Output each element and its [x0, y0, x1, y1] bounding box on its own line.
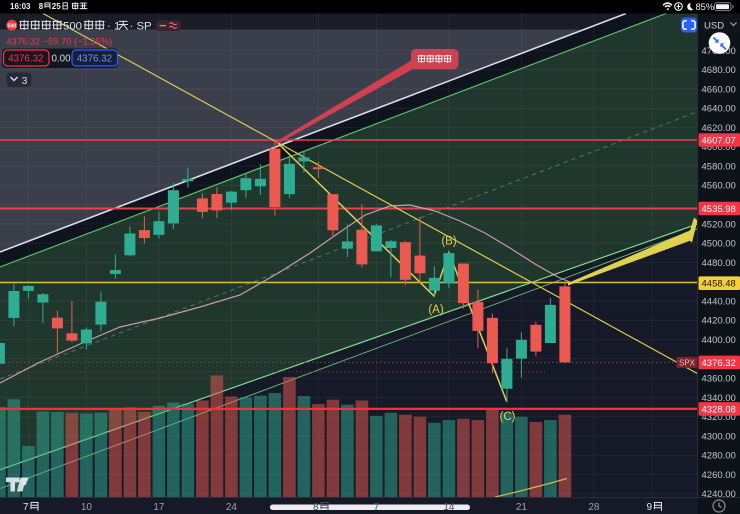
svg-text:4560.00: 4560.00: [702, 181, 736, 192]
svg-text:4400.00: 4400.00: [702, 335, 736, 346]
svg-text:4535.98: 4535.98: [702, 204, 736, 215]
svg-text:4376.32 −59.70 (−1.35%): 4376.32 −59.70 (−1.35%): [7, 36, 112, 46]
svg-text:8: 8: [39, 2, 44, 11]
svg-text:4376.32: 4376.32: [77, 54, 112, 65]
svg-text:16:03: 16:03: [10, 2, 31, 11]
svg-text:4607.07: 4607.07: [702, 135, 736, 146]
svg-text:25: 25: [52, 2, 61, 11]
svg-text:7: 7: [23, 502, 29, 513]
svg-text:24: 24: [226, 502, 238, 513]
svg-text:4600.00: 4600.00: [702, 142, 736, 153]
svg-text:0.00: 0.00: [51, 54, 71, 65]
svg-text:4520.00: 4520.00: [702, 219, 736, 230]
svg-text:4376.32: 4376.32: [8, 54, 43, 65]
svg-text:(A): (A): [428, 304, 444, 316]
svg-text:28: 28: [588, 502, 600, 513]
svg-text:4440.00: 4440.00: [702, 296, 736, 307]
svg-text:4376.32: 4376.32: [702, 358, 736, 369]
svg-text:(C): (C): [500, 411, 516, 423]
svg-text:4458.48: 4458.48: [702, 279, 736, 290]
svg-text:4500.00: 4500.00: [702, 239, 736, 250]
svg-text:4420.00: 4420.00: [702, 316, 736, 327]
svg-text:9: 9: [647, 502, 653, 513]
svg-text:85%: 85%: [696, 2, 715, 12]
svg-text:8: 8: [313, 502, 319, 513]
svg-text:SPX: SPX: [679, 358, 696, 367]
svg-text:4300.00: 4300.00: [702, 431, 736, 442]
svg-text:4660.00: 4660.00: [702, 84, 736, 95]
svg-text:4328.08: 4328.08: [702, 404, 736, 415]
svg-text:4360.00: 4360.00: [702, 374, 736, 385]
svg-text:4320.00: 4320.00: [702, 412, 736, 423]
svg-text:4260.00: 4260.00: [702, 470, 736, 481]
svg-text:4680.00: 4680.00: [702, 65, 736, 76]
svg-text:4580.00: 4580.00: [702, 162, 736, 173]
svg-text:4280.00: 4280.00: [702, 451, 736, 462]
svg-text:4620.00: 4620.00: [702, 123, 736, 134]
svg-text:· 1: · 1: [107, 20, 120, 32]
svg-text:14: 14: [443, 502, 455, 513]
svg-text:17: 17: [153, 502, 165, 513]
svg-text:500: 500: [63, 20, 82, 32]
svg-text:21: 21: [516, 502, 528, 513]
svg-text:4240.00: 4240.00: [702, 489, 736, 500]
svg-text:7: 7: [374, 502, 380, 513]
svg-text:· SP: · SP: [130, 20, 152, 32]
svg-text:4480.00: 4480.00: [702, 258, 736, 269]
svg-text:500: 500: [7, 23, 16, 29]
svg-text:4340.00: 4340.00: [702, 393, 736, 404]
svg-text:(B): (B): [441, 236, 457, 248]
svg-text:10: 10: [81, 502, 93, 513]
svg-text:4640.00: 4640.00: [702, 104, 736, 115]
svg-text:3: 3: [22, 75, 28, 87]
svg-text:USD: USD: [704, 21, 724, 32]
